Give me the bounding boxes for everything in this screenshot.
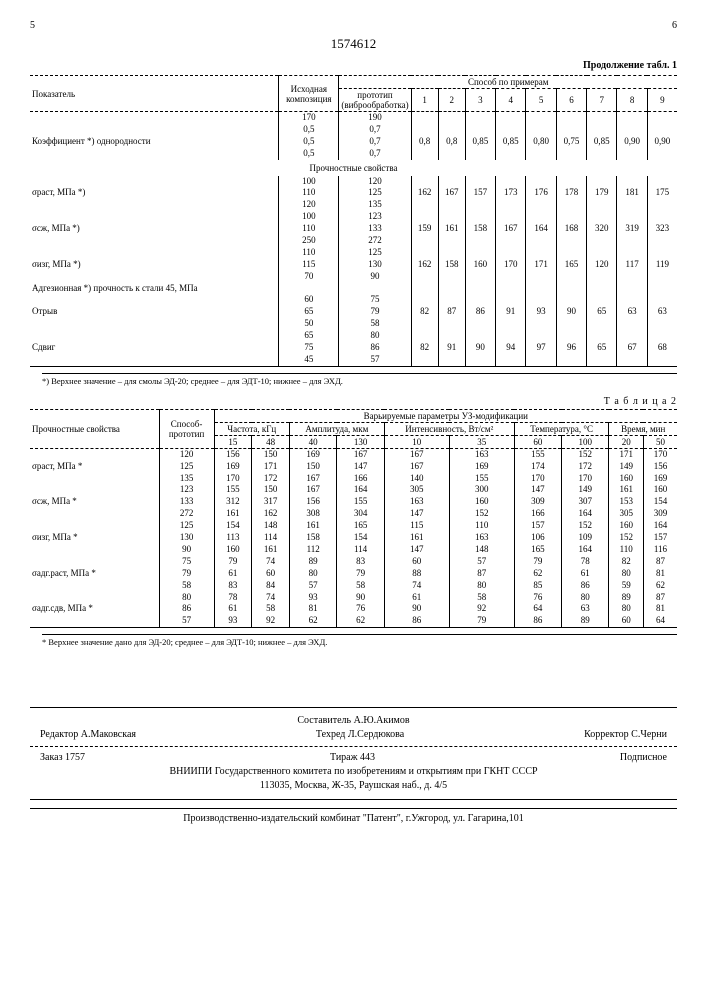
address: 113035, Москва, Ж-35, Раушская наб., д. … xyxy=(30,779,677,793)
compiler: Составитель А.Ю.Акимов xyxy=(30,714,677,728)
techred: Техред Л.Сердюкова xyxy=(316,728,404,742)
org: ВНИИПИ Государственного комитета по изоб… xyxy=(30,765,677,779)
table1-continuation: Продолжение табл. 1 xyxy=(30,60,677,71)
patent-number: 1574612 xyxy=(30,36,677,52)
editor: Редактор А.Маковская xyxy=(40,728,136,742)
page-header: 5 6 xyxy=(30,20,677,31)
corrector: Корректор С.Черни xyxy=(584,728,667,742)
table-2: Прочностные свойстваСпособ-прототипВарьи… xyxy=(30,409,677,628)
page-left: 5 xyxy=(30,20,35,31)
subscription: Подписное xyxy=(620,751,667,765)
page-right: 6 xyxy=(672,20,677,31)
colophon: Составитель А.Ю.Акимов Редактор А.Маковс… xyxy=(30,707,677,800)
table2-footnote: * Верхнее значение дано для ЭД-20; средн… xyxy=(42,634,677,647)
tirage: Тираж 443 xyxy=(330,751,375,765)
imprint: Производственно-издательский комбинат "П… xyxy=(30,808,677,824)
table2-title: Т а б л и ц а 2 xyxy=(30,396,677,407)
order: Заказ 1757 xyxy=(40,751,85,765)
table1-footnote: *) Верхнее значение – для смолы ЭД-20; с… xyxy=(42,373,677,386)
table-1: ПоказательИсходная композицияСпособ по п… xyxy=(30,75,677,367)
